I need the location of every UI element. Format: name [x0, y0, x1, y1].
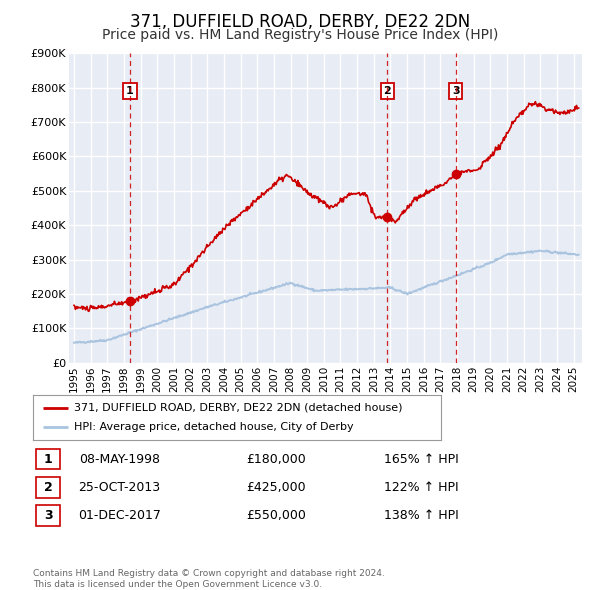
Text: 1: 1 [44, 453, 52, 466]
Text: 371, DUFFIELD ROAD, DERBY, DE22 2DN: 371, DUFFIELD ROAD, DERBY, DE22 2DN [130, 13, 470, 31]
FancyBboxPatch shape [36, 505, 60, 526]
Text: 138% ↑ HPI: 138% ↑ HPI [385, 509, 459, 522]
Text: 01-DEC-2017: 01-DEC-2017 [78, 509, 161, 522]
Text: 2: 2 [44, 481, 52, 494]
Text: 3: 3 [452, 86, 460, 96]
Text: 1: 1 [126, 86, 134, 96]
FancyBboxPatch shape [36, 448, 60, 470]
FancyBboxPatch shape [36, 477, 60, 498]
Text: 3: 3 [44, 509, 52, 522]
Text: HPI: Average price, detached house, City of Derby: HPI: Average price, detached house, City… [74, 422, 353, 432]
Text: £180,000: £180,000 [246, 453, 306, 466]
Text: 122% ↑ HPI: 122% ↑ HPI [385, 481, 459, 494]
Text: 165% ↑ HPI: 165% ↑ HPI [385, 453, 459, 466]
Text: Contains HM Land Registry data © Crown copyright and database right 2024.
This d: Contains HM Land Registry data © Crown c… [33, 569, 385, 589]
Text: £550,000: £550,000 [246, 509, 306, 522]
Text: 25-OCT-2013: 25-OCT-2013 [79, 481, 160, 494]
Text: £425,000: £425,000 [246, 481, 306, 494]
Text: 2: 2 [383, 86, 391, 96]
Text: 08-MAY-1998: 08-MAY-1998 [79, 453, 160, 466]
Text: Price paid vs. HM Land Registry's House Price Index (HPI): Price paid vs. HM Land Registry's House … [102, 28, 498, 42]
Text: 371, DUFFIELD ROAD, DERBY, DE22 2DN (detached house): 371, DUFFIELD ROAD, DERBY, DE22 2DN (det… [74, 403, 403, 412]
